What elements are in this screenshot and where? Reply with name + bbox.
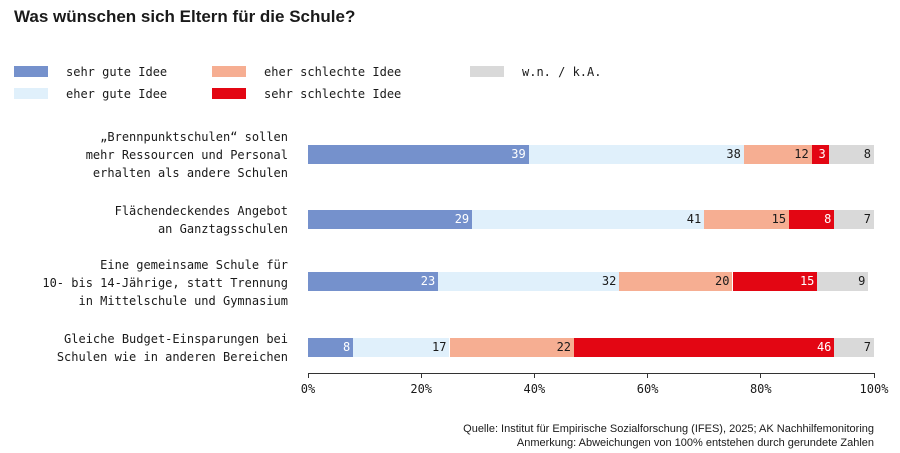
bar-segment-2-1 [308,210,473,229]
x-tick-3 [533,373,535,378]
legend-swatch-3 [212,66,246,77]
data-label-3-2: 32 [601,274,617,288]
legend-label-3: eher schlechte Idee [264,65,402,79]
bar-segment-4-5 [834,338,874,357]
bar-segment-1-4 [811,145,829,164]
legend-label-1: sehr gute Idee [66,65,168,79]
data-label-2-4: 8 [824,212,832,226]
bar-segment-2-4 [789,210,835,229]
data-label-3-4: 15 [799,274,815,288]
bar-segment-1-3 [743,145,812,164]
bar-segment-4-3 [449,338,575,357]
data-label-2-3: 15 [771,212,787,226]
bar-segment-2-3 [704,210,790,229]
data-label-4-3: 22 [556,340,572,354]
category-label-3: Eine gemeinsame Schule für 10- bis 14-Jä… [42,258,288,308]
data-label-1-1: 39 [511,147,526,161]
bar-segment-4-1 [308,338,354,357]
x-tick-6 [873,373,875,378]
bar-segment-1-5 [828,145,874,164]
legend-label-4: sehr schlechte Idee [264,87,402,101]
legend-swatch-1 [14,66,48,77]
legend-swatch-5 [470,66,504,77]
bar-segment-3-5 [817,272,869,291]
data-label-3-1: 23 [420,274,436,288]
chart-title: Was wünschen sich Eltern für die Schule? [14,7,356,26]
x-tick-label-4: 60% [636,382,659,396]
data-label-4-2: 17 [432,340,447,354]
data-label-1-5: 8 [863,147,871,161]
data-label-3-3: 20 [715,274,730,288]
bar-segment-2-2 [472,210,705,229]
data-label-2-5: 7 [863,212,871,226]
category-label-1: „Brennpunktschulen“ sollen mehr Ressourc… [85,130,288,180]
data-label-4-4: 46 [816,340,832,354]
x-axis-line [308,373,874,374]
x-tick-label-5: 80% [749,382,772,396]
legend-swatch-4 [212,88,246,99]
bar-segment-3-3 [619,272,733,291]
bar-segment-1-2 [528,145,744,164]
bar-segment-4-4 [574,338,835,357]
legend-label-2: eher gute Idee [66,87,168,101]
x-tick-label-6: 100% [859,382,889,396]
remark-note: Anmerkung: Abweichungen von 100% entsteh… [516,437,874,449]
x-tick-2 [420,373,422,378]
data-label-1-4: 3 [818,147,826,161]
bar-segment-3-4 [732,272,818,291]
source-note: Quelle: Institut für Empirische Sozialfo… [463,423,874,435]
data-label-1-2: 38 [726,147,741,161]
data-label-4-5: 7 [863,340,871,354]
data-label-4-1: 8 [343,340,351,354]
legend-swatch-2 [14,88,48,99]
bar-segment-1-1 [308,145,529,164]
legend-label-5: w.n. / k.A. [522,65,602,79]
bar-segment-3-1 [308,272,439,291]
x-tick-4 [647,373,649,378]
bar-segment-3-2 [438,272,620,291]
x-tick-label-1: 0% [300,382,316,396]
category-label-2: Flächendeckendes Angebot an Ganztagsschu… [114,204,288,236]
data-label-2-2: 41 [686,212,702,226]
x-tick-label-3: 40% [523,382,546,396]
x-tick-label-2: 20% [410,382,433,396]
x-tick-1 [307,373,309,378]
data-label-1-3: 12 [794,147,809,161]
bar-segment-4-2 [353,338,450,357]
data-label-2-1: 29 [454,212,470,226]
bar-segment-2-5 [834,210,874,229]
x-tick-5 [760,373,762,378]
data-label-3-5: 9 [858,274,866,288]
category-label-4: Gleiche Budget-Einsparungen bei Schulen … [56,332,288,364]
